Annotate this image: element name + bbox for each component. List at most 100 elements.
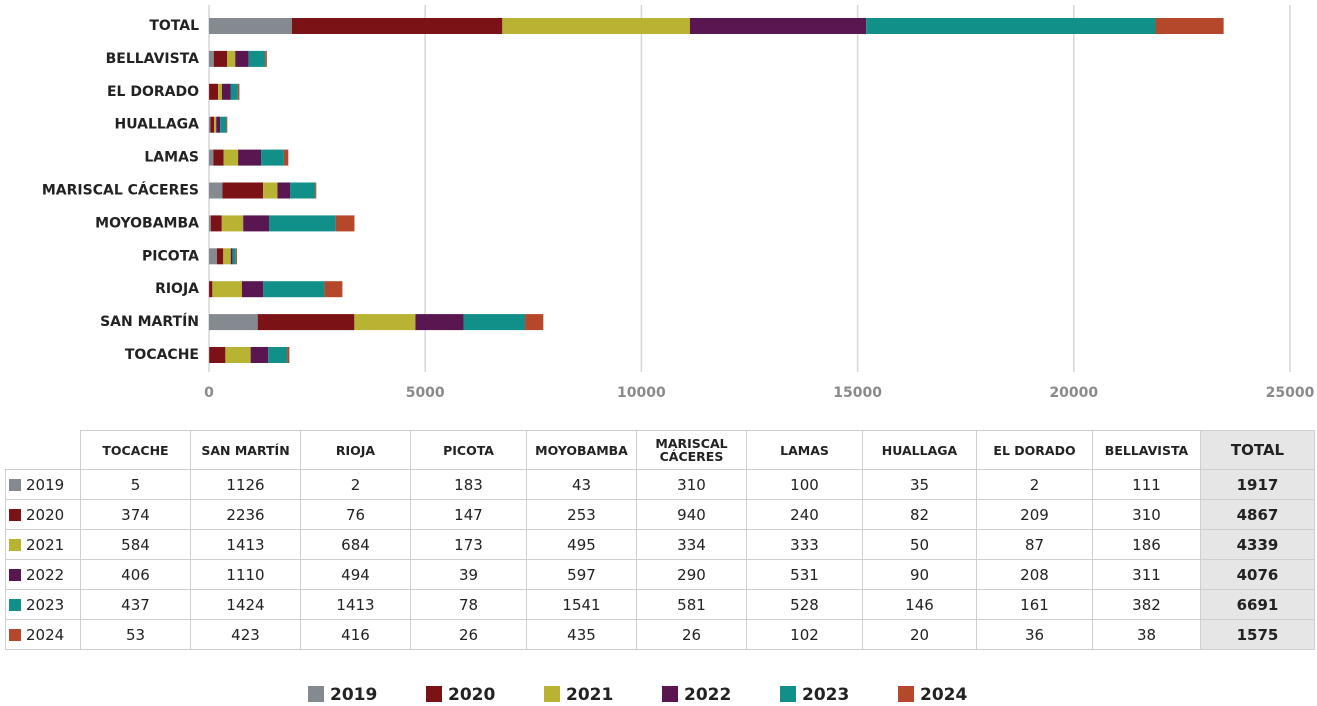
table-row: 2021 584 1413 684 173 495 334 333 50 87 186 4339 (5, 529, 1315, 560)
bar-segment (283, 149, 289, 166)
value-cell: 4076 (1200, 559, 1315, 590)
bar-segment (209, 18, 292, 34)
value-cell: 39 (410, 559, 527, 590)
series-name: 2021 (26, 535, 65, 554)
value-cell: 90 (862, 559, 977, 590)
header-cell: EL DORADO (976, 430, 1093, 470)
value-cell: 50 (862, 529, 977, 560)
value-cell: 78 (410, 589, 527, 620)
value-cell: 374 (80, 499, 191, 530)
header-cell: MOYOBAMBA (526, 430, 637, 470)
value-cell: 100 (746, 469, 863, 500)
bar-segment (209, 182, 223, 199)
bar-segment (209, 50, 214, 67)
category-label: LAMAS (144, 150, 199, 166)
bar-segment (235, 248, 237, 265)
swatch (9, 478, 21, 491)
bar-segment (209, 116, 211, 133)
bar-segment (290, 182, 316, 199)
series-name: 2020 (26, 505, 65, 524)
bar-segment (221, 215, 244, 232)
bar-segment (502, 18, 690, 34)
bar-segment (210, 215, 222, 232)
category-label: HUALLAGA (115, 117, 200, 133)
value-cell: 240 (746, 499, 863, 530)
category-label: MARISCAL CÁCERES (42, 182, 199, 199)
value-cell: 416 (300, 619, 411, 650)
value-cell: 581 (636, 589, 747, 620)
bar-segment (227, 50, 236, 67)
value-cell: 1413 (300, 589, 411, 620)
table-row: 2022 406 1110 494 39 597 290 531 90 208 311 4076 (5, 559, 1315, 590)
value-cell: 290 (636, 559, 747, 590)
value-cell: 209 (976, 499, 1093, 530)
legend-swatch (544, 686, 560, 702)
bar-segment (354, 314, 416, 331)
bar-segment (209, 314, 258, 331)
value-cell: 1917 (1200, 469, 1315, 500)
table-row: 2020 374 2236 76 147 253 940 240 82 209 310 4867 (5, 499, 1315, 530)
series-cell: 2021 (5, 529, 81, 560)
bar-segment (324, 281, 343, 298)
category-label: PICOTA (142, 248, 199, 264)
bar-segment (250, 347, 269, 363)
bar-segment (210, 116, 215, 133)
bar-segment (209, 281, 213, 298)
swatch (9, 538, 21, 551)
header-cell: HUALLAGA (862, 430, 977, 470)
value-cell: 1424 (190, 589, 301, 620)
bar-segment (209, 215, 211, 232)
bar-segment (214, 116, 217, 133)
bar-segment (209, 347, 226, 363)
bar-segment (463, 314, 526, 331)
category-label: EL DORADO (107, 84, 199, 100)
bar-segment (335, 215, 355, 232)
swatch (9, 568, 21, 581)
value-cell: 584 (80, 529, 191, 560)
value-cell: 87 (976, 529, 1093, 560)
series-cell: 2019 (5, 469, 81, 500)
bar-segment (222, 182, 264, 199)
category-label: RIOJA (155, 281, 199, 297)
bar-segment (221, 83, 231, 100)
bar-segment (225, 347, 251, 363)
value-cell: 4867 (1200, 499, 1315, 530)
value-cell: 531 (746, 559, 863, 590)
value-cell: 437 (80, 589, 191, 620)
header-cell: SAN MARTÍN (190, 430, 301, 470)
legend-swatch (780, 686, 796, 702)
bar-segment (230, 248, 233, 265)
bar-segment (230, 83, 238, 100)
bar-segment (220, 116, 227, 133)
legend-swatch (308, 686, 324, 702)
bar-segment (213, 50, 228, 67)
data-table: TOCACHE SAN MARTÍN RIOJA PICOTA MOYOBAMBA MAR… (5, 430, 1315, 650)
value-cell: 1575 (1200, 619, 1315, 650)
value-cell: 2 (976, 469, 1093, 500)
x-tick-label: 0 (204, 385, 214, 401)
table-row: 2023 437 1424 1413 78 1541 581 528 146 161 382 6691 (5, 589, 1315, 620)
bar-segment (268, 347, 288, 363)
bar-segment (241, 281, 264, 298)
header-cell: MARISCAL CÁCERES (636, 430, 747, 470)
bar-segment (226, 116, 228, 133)
value-cell: 1110 (190, 559, 301, 590)
value-cell: 253 (526, 499, 637, 530)
header-cell: PICOTA (410, 430, 527, 470)
x-tick-label: 20000 (1049, 385, 1098, 401)
value-cell: 495 (526, 529, 637, 560)
bar-segment (243, 215, 270, 232)
header-cell: TOTAL (1200, 430, 1315, 470)
legend-label: 2019 (330, 685, 377, 705)
bar-segment (248, 50, 266, 67)
bar-segment (263, 182, 278, 199)
value-cell: 333 (746, 529, 863, 560)
value-cell: 173 (410, 529, 527, 560)
bar-segment (525, 314, 544, 331)
bar-segment (689, 18, 867, 34)
category-label: TOTAL (149, 18, 199, 34)
value-cell: 38 (1092, 619, 1201, 650)
header-cell: RIOJA (300, 430, 411, 470)
value-cell: 310 (1092, 499, 1201, 530)
